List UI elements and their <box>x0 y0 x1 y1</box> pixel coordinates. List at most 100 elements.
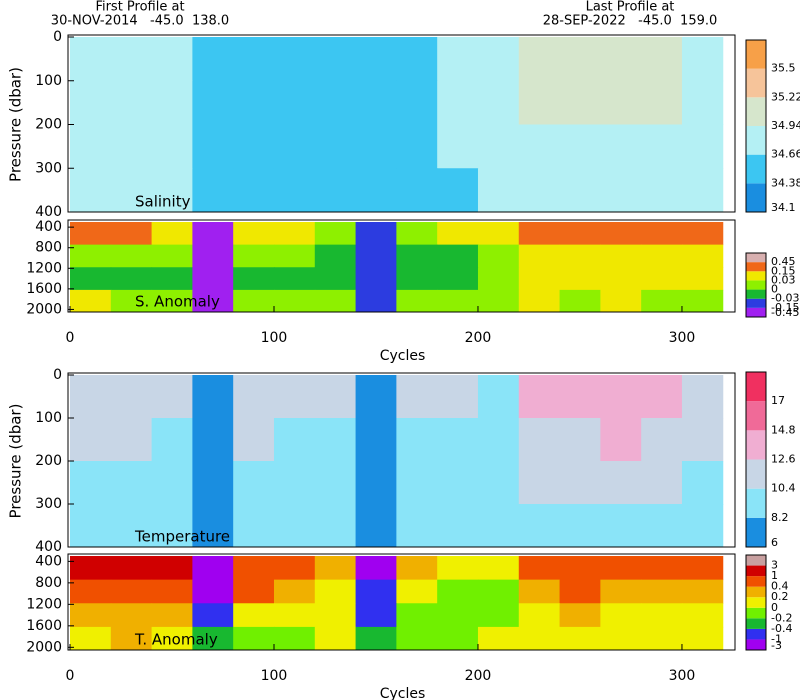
colorbar-band <box>746 262 766 272</box>
heat-cell <box>233 244 275 268</box>
heat-cell <box>396 244 438 268</box>
colorbar-band <box>746 154 766 184</box>
y-tick-label: 400 <box>35 219 62 235</box>
heat-cell <box>477 168 520 213</box>
heat-cell <box>355 461 397 505</box>
heat-cell <box>314 579 357 604</box>
heat-cell <box>477 556 520 581</box>
heat-cell <box>600 267 642 291</box>
heat-cell <box>437 289 479 313</box>
colorbar-band <box>746 289 766 299</box>
colorbar-band <box>746 372 766 402</box>
y-tick-label: 1200 <box>26 260 62 276</box>
heat-cell <box>600 124 642 169</box>
heat-cell <box>314 124 357 169</box>
y-tick-label: 100 <box>35 73 62 89</box>
heat-cell <box>396 418 438 462</box>
heat-cell <box>273 289 316 313</box>
heat-cell <box>151 461 193 505</box>
heat-cell <box>641 375 683 419</box>
heat-cell <box>151 504 193 548</box>
heat-cell <box>273 222 316 246</box>
heat-cell <box>477 244 520 268</box>
colorbar-tick-label: 34.66 <box>771 148 800 161</box>
heat-cell <box>437 124 479 169</box>
heat-cell <box>70 267 112 291</box>
heat-cell <box>559 37 601 82</box>
heat-cell <box>192 244 234 268</box>
heat-cell <box>314 626 357 651</box>
heat-cell <box>192 556 234 581</box>
heat-cell <box>110 80 153 125</box>
heat-cell <box>110 418 153 462</box>
heat-cell <box>355 37 397 82</box>
heat-cell <box>151 168 193 213</box>
heat-cell <box>600 244 642 268</box>
heat-cell <box>233 579 275 604</box>
heat-cell <box>681 418 724 462</box>
colorbar-band <box>746 401 766 431</box>
heat-cell <box>273 418 316 462</box>
colorbar-band <box>746 459 766 489</box>
colorbar-band <box>746 607 766 619</box>
colorbar-tick-label: -1 <box>771 632 782 645</box>
heat-cell <box>70 418 112 462</box>
heat-cell <box>192 375 234 419</box>
x-tick-label: 300 <box>669 330 696 346</box>
colorbar-tick-label: 14.8 <box>771 423 796 436</box>
colorbar-tick-label: -0.4 <box>771 622 792 635</box>
heat-cell <box>273 37 316 82</box>
heat-cell <box>355 418 397 462</box>
heat-cell <box>559 418 601 462</box>
heat-cell <box>641 37 683 82</box>
panel-label: Temperature <box>134 528 230 546</box>
heat-cell <box>641 222 683 246</box>
heat-cell <box>70 626 112 651</box>
heat-cell <box>600 626 642 651</box>
heat-cell <box>273 461 316 505</box>
heat-cell <box>477 267 520 291</box>
heat-cell <box>273 168 316 213</box>
heat-cell <box>233 289 275 313</box>
colorbar-tick-label: 0.03 <box>771 273 796 286</box>
heat-cell <box>151 603 193 628</box>
heat-cell <box>273 603 316 628</box>
heat-cell <box>151 375 193 419</box>
y-tick-label: 800 <box>35 240 62 256</box>
heat-cell <box>681 124 724 169</box>
heat-cell <box>70 289 112 313</box>
heat-cell <box>396 375 438 419</box>
heat-cell <box>437 603 479 628</box>
heat-cell <box>233 168 275 213</box>
heat-cell <box>518 556 561 581</box>
panel-label: Salinity <box>135 193 191 211</box>
panel-label: S. Anomaly <box>135 293 220 311</box>
colorbar-band <box>746 555 766 566</box>
y-tick-label: 200 <box>35 453 62 469</box>
heat-cell <box>192 418 234 462</box>
heat-cell <box>396 461 438 505</box>
heat-cell <box>355 80 397 125</box>
heat-cell <box>192 267 234 291</box>
x-axis-label: Cycles <box>380 348 426 364</box>
heat-cell <box>110 461 153 505</box>
y-tick-label: 100 <box>35 410 62 426</box>
x-tick-label: 100 <box>261 330 288 346</box>
heat-cell <box>396 626 438 651</box>
heat-cell <box>314 80 357 125</box>
heat-cell <box>233 461 275 505</box>
y-tick-label: 2000 <box>26 639 62 655</box>
heat-cell <box>273 504 316 548</box>
y-tick-label: 400 <box>35 539 62 555</box>
heat-cell <box>314 244 357 268</box>
colorbar-tick-label: -0.15 <box>771 301 799 314</box>
heat-cell <box>70 375 112 419</box>
colorbar-tick-label: 35.5 <box>771 62 796 75</box>
heat-cell <box>559 556 601 581</box>
colorbar-band <box>746 126 766 155</box>
y-tick-label: 800 <box>35 575 62 591</box>
y-tick-label: 300 <box>35 496 62 512</box>
heat-cell <box>355 556 397 581</box>
last-profile-info: 28-SEP-2022 -45.0 159.0 <box>543 14 718 29</box>
heat-cell <box>151 80 193 125</box>
